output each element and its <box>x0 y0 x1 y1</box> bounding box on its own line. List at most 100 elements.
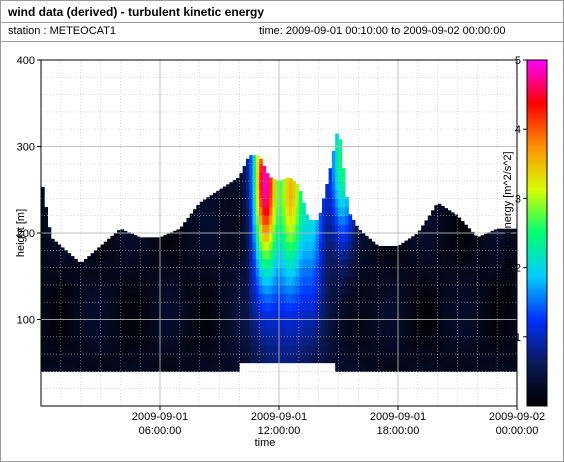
heatmap-cell <box>64 328 68 337</box>
heatmap-cell <box>372 320 376 329</box>
heatmap-cell <box>339 139 343 147</box>
heatmap-cell <box>358 363 362 372</box>
heatmap-cell <box>193 337 197 346</box>
heatmap-cell <box>127 285 131 294</box>
heatmap-cell <box>51 320 55 329</box>
heatmap-cell <box>61 363 65 372</box>
heatmap-cell <box>391 302 395 311</box>
heatmap-cell <box>107 285 111 294</box>
heatmap-cell <box>259 198 263 207</box>
heatmap-cell <box>160 311 164 320</box>
heatmap-cell <box>398 337 402 346</box>
heatmap-cell <box>256 190 260 199</box>
heatmap-cell <box>114 285 118 294</box>
heatmap-cell <box>491 345 495 354</box>
heatmap-cell <box>269 268 273 277</box>
heatmap-cell <box>160 294 164 303</box>
heatmap-cell <box>286 268 290 277</box>
heatmap-cell <box>484 302 488 311</box>
heatmap-cell <box>438 311 442 320</box>
heatmap-cell <box>163 242 167 251</box>
heatmap-cell <box>180 276 184 285</box>
heatmap-cell <box>186 328 190 337</box>
heatmap-cell <box>368 337 372 346</box>
heatmap-cell <box>289 233 293 242</box>
heatmap-cell <box>286 224 290 233</box>
heatmap-cell <box>193 216 197 225</box>
heatmap-cell <box>272 354 276 363</box>
heatmap-cell <box>153 276 157 285</box>
heatmap-cell <box>150 276 154 285</box>
heatmap-cell <box>200 259 204 268</box>
heatmap-cell <box>223 354 227 363</box>
heatmap-cell <box>134 337 138 346</box>
heatmap-cell <box>51 276 55 285</box>
heatmap-cell <box>296 328 300 337</box>
heatmap-cell <box>451 320 455 329</box>
heatmap-cell <box>140 285 144 294</box>
heatmap-cell <box>190 259 194 268</box>
heatmap-cell <box>143 354 147 363</box>
heatmap-cell <box>210 328 214 337</box>
heatmap-cell <box>223 337 227 346</box>
heatmap-cell <box>233 207 237 216</box>
heatmap-cell <box>438 285 442 294</box>
heatmap-cell <box>504 363 508 372</box>
heatmap-cell <box>362 294 366 303</box>
heatmap-cell <box>249 207 253 216</box>
heatmap-cell <box>196 268 200 277</box>
heatmap-cell <box>348 285 352 294</box>
heatmap-cell <box>77 276 81 285</box>
heatmap-cell <box>134 345 138 354</box>
heatmap-cell <box>378 302 382 311</box>
heatmap-cell <box>332 207 336 216</box>
heatmap-cell <box>54 259 58 268</box>
heatmap-cell <box>388 259 392 268</box>
heatmap-cell <box>381 259 385 268</box>
heatmap-cell <box>424 233 428 242</box>
y-tick-label: 300 <box>17 142 35 154</box>
heatmap-cell <box>269 190 273 199</box>
heatmap-cell <box>239 276 243 285</box>
heatmap-cell <box>448 210 452 216</box>
heatmap-cell <box>266 207 270 216</box>
heatmap-cell <box>464 233 468 242</box>
heatmap-cell <box>474 236 478 243</box>
heatmap-cell <box>471 285 475 294</box>
heatmap-cell <box>130 328 134 337</box>
heatmap-cell <box>362 285 366 294</box>
heatmap-cell <box>48 354 52 363</box>
heatmap-cell <box>143 268 147 277</box>
heatmap-cell <box>153 285 157 294</box>
heatmap-cell <box>405 302 409 311</box>
heatmap-cell <box>332 337 336 346</box>
heatmap-cell <box>358 320 362 329</box>
heatmap-cell <box>200 354 204 363</box>
heatmap-cell <box>143 320 147 329</box>
heatmap-cell <box>431 285 435 294</box>
heatmap-cell <box>61 345 65 354</box>
heatmap-cell <box>163 311 167 320</box>
heatmap-cell <box>253 164 257 173</box>
heatmap-cell <box>213 363 217 372</box>
heatmap-cell <box>233 259 237 268</box>
heatmap-cell <box>87 302 91 311</box>
heatmap-cell <box>401 243 405 251</box>
heatmap-cell <box>448 259 452 268</box>
heatmap-cell <box>481 242 485 251</box>
heatmap-cell <box>282 320 286 329</box>
heatmap-cell <box>74 294 78 303</box>
heatmap-cell <box>143 250 147 259</box>
heatmap-cell <box>262 242 266 251</box>
heatmap-cell <box>471 363 475 372</box>
heatmap-cell <box>193 320 197 329</box>
heatmap-cell <box>408 276 412 285</box>
heatmap-cell <box>58 276 62 285</box>
heatmap-cell <box>81 354 85 363</box>
heatmap-cell <box>375 345 379 354</box>
heatmap-cell <box>170 328 174 337</box>
heatmap-cell <box>262 268 266 277</box>
heatmap-cell <box>249 198 253 207</box>
heatmap-cell <box>484 345 488 354</box>
heatmap-cell <box>272 276 276 285</box>
